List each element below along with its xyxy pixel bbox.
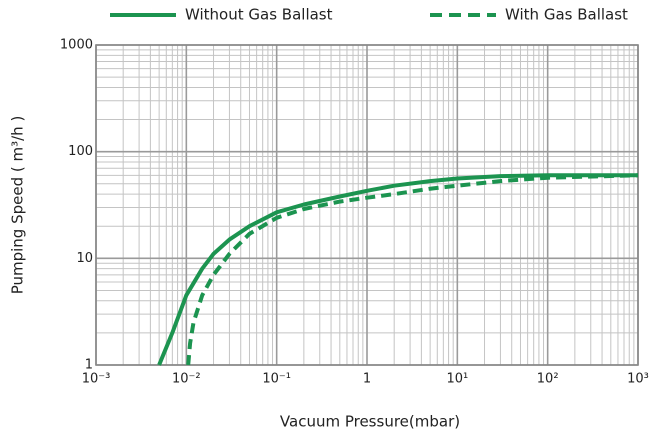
y-tick-label: 10 [76,251,93,266]
x-tick-label: 10¹ [446,372,468,387]
line [186,173,639,366]
x-axis-label: Vacuum Pressure(mbar) [280,413,460,431]
y-tick-label: 100 [68,144,93,159]
x-tick-label: 10⁻¹ [262,372,291,387]
plot-frame [95,44,639,366]
y-tick-label: 1000 [60,38,93,53]
x-tick-label: 10² [537,372,559,387]
legend-label: Without Gas Ballast [185,6,333,24]
y-axis-label: Pumping Speed ( m³/h ) [9,116,27,295]
x-tick-label: 1 [363,372,371,387]
x-tick-label: 10⁻² [172,372,201,387]
y-tick-label: 1 [85,358,93,373]
line [157,173,638,366]
x-tick-label: 10⁻³ [82,372,111,387]
legend-label: With Gas Ballast [505,6,628,24]
x-tick-label: 10³ [627,372,649,387]
